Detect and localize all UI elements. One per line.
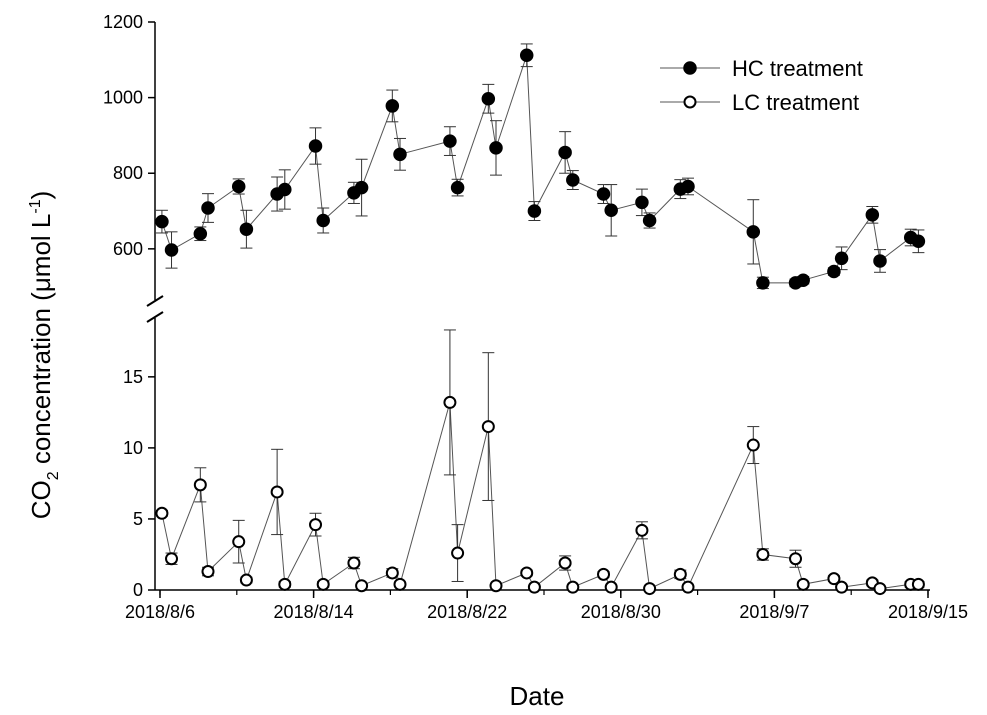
data-point	[155, 214, 169, 229]
data-point	[746, 438, 760, 452]
data-point	[911, 234, 926, 249]
data-point	[481, 420, 495, 434]
data-point	[443, 134, 457, 148]
data-point	[193, 226, 208, 241]
legend-label-lc: LC treatment	[732, 90, 859, 115]
data-point	[519, 48, 534, 63]
hc-series	[155, 43, 926, 290]
data-point	[355, 579, 369, 593]
data-point	[309, 518, 323, 532]
data-point	[604, 203, 618, 218]
data-point	[796, 273, 810, 287]
data-point	[789, 552, 803, 566]
data-point	[278, 577, 292, 591]
data-point	[835, 580, 849, 594]
axis-break-mark	[146, 311, 164, 323]
y-tick-label: 800	[113, 163, 143, 183]
data-point	[316, 213, 330, 228]
data-point	[796, 577, 810, 591]
y-tick-label: 1200	[103, 12, 143, 32]
axis-break-mark	[146, 295, 164, 307]
data-point	[193, 478, 207, 492]
y-tick-label: 15	[123, 367, 143, 387]
data-point	[393, 577, 407, 591]
x-tick-label: 2018/8/14	[274, 602, 354, 622]
x-axis-title: Date	[510, 681, 565, 711]
data-point	[201, 201, 215, 215]
data-point	[834, 251, 849, 266]
data-point	[385, 566, 399, 580]
data-point	[489, 579, 503, 593]
data-point	[566, 173, 580, 187]
data-point	[443, 395, 457, 409]
data-point	[827, 572, 841, 586]
legend-marker-lc	[683, 95, 697, 109]
data-point	[239, 222, 254, 236]
data-point	[354, 180, 369, 195]
data-point	[596, 187, 611, 201]
legend-item-hc: HC treatment	[660, 56, 863, 81]
data-point	[231, 179, 246, 194]
y-axis-title: CO2 concentration (μmol L-1)	[26, 191, 62, 520]
data-point	[746, 225, 761, 239]
data-point	[756, 276, 770, 290]
data-point	[597, 567, 611, 581]
data-point	[481, 92, 496, 106]
x-tick-label: 2018/8/30	[581, 602, 661, 622]
data-point	[558, 145, 572, 160]
data-point	[393, 147, 407, 162]
data-point	[756, 547, 770, 561]
x-axis-ticks: 2018/8/6 2018/8/14 2018/8/22 2018/8/30 2018/…	[125, 590, 968, 622]
y-tick-label: 10	[123, 438, 143, 458]
data-point	[165, 552, 179, 566]
data-point	[385, 99, 400, 113]
data-point	[164, 243, 179, 257]
data-point	[865, 208, 880, 222]
legend-label-hc: HC treatment	[732, 56, 863, 81]
data-point	[911, 577, 925, 591]
x-tick-label: 2018/9/7	[739, 602, 809, 622]
data-point	[635, 195, 649, 210]
data-point	[681, 580, 695, 594]
data-point	[604, 580, 618, 594]
data-point	[489, 141, 503, 155]
legend-marker-hc	[683, 61, 697, 75]
y-tick-label: 600	[113, 239, 143, 259]
data-point	[201, 565, 215, 579]
y-tick-label: 0	[133, 580, 143, 600]
x-tick-label: 2018/8/22	[427, 602, 507, 622]
data-point	[642, 213, 657, 228]
data-point	[347, 556, 361, 570]
data-point	[270, 485, 284, 499]
data-point	[681, 179, 695, 194]
data-point	[643, 582, 657, 596]
data-point	[873, 582, 887, 596]
x-tick-label: 2018/9/15	[888, 602, 968, 622]
data-point	[239, 573, 253, 587]
data-point	[566, 580, 580, 594]
legend-item-lc: LC treatment	[660, 90, 859, 115]
data-point	[527, 204, 542, 218]
y-axis-ticks: 600 800 1000 1200 0 5 10 15	[103, 12, 155, 600]
data-point	[155, 506, 169, 520]
data-point	[635, 523, 649, 537]
y-tick-label: 1000	[103, 88, 143, 108]
data-point	[827, 264, 841, 279]
data-point	[527, 580, 541, 594]
data-point	[316, 577, 330, 591]
data-point	[232, 535, 246, 549]
data-point	[450, 180, 465, 195]
data-point	[558, 556, 572, 570]
lc-series	[155, 329, 925, 596]
data-point	[673, 567, 687, 581]
data-point	[451, 546, 465, 560]
y-tick-label: 5	[133, 509, 143, 529]
legend: HC treatment LC treatment	[660, 56, 863, 115]
data-point	[520, 566, 534, 580]
data-point	[278, 182, 292, 197]
data-point	[873, 254, 887, 268]
data-point	[308, 139, 323, 153]
x-tick-label: 2018/8/6	[125, 602, 195, 622]
